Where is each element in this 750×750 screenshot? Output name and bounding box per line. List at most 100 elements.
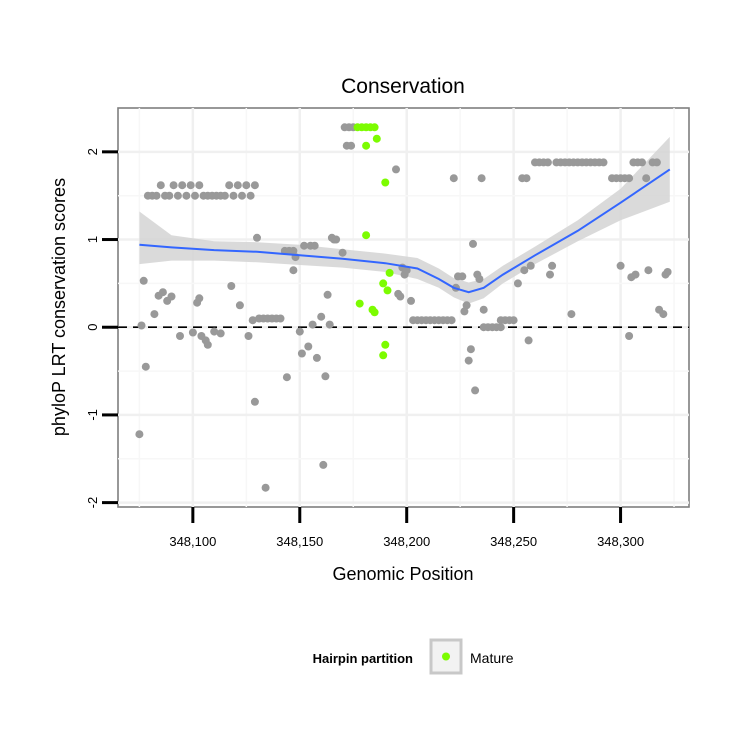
other-point (139, 276, 148, 285)
other-point (150, 310, 159, 319)
smooth-line (139, 168, 671, 294)
other-point (317, 312, 326, 321)
other-point (216, 329, 225, 338)
mature-point (379, 279, 388, 288)
other-point (323, 290, 332, 299)
other-point (152, 191, 161, 200)
x-tick-label: 348,100 (169, 534, 216, 549)
other-point (546, 270, 554, 279)
mature-point (362, 231, 371, 240)
other-point (242, 181, 251, 190)
other-point (458, 272, 467, 281)
other-point (460, 307, 469, 316)
other-point (321, 372, 330, 381)
other-point (332, 235, 341, 244)
other-point (178, 181, 187, 190)
other-point (248, 316, 257, 325)
mature-point (355, 299, 364, 308)
mature-point (383, 286, 392, 295)
other-point (347, 141, 356, 150)
other-point (229, 191, 238, 200)
other-point (137, 321, 146, 330)
other-point (235, 301, 244, 310)
mature-point (379, 351, 388, 360)
other-point (238, 191, 246, 200)
y-tick-label: 1 (85, 236, 100, 243)
other-point (195, 181, 204, 190)
mature-point (372, 134, 381, 143)
other-point (169, 181, 178, 190)
other-point (244, 332, 253, 340)
other-point (261, 483, 270, 492)
y-tick-label: 0 (85, 324, 100, 331)
legend-title: Hairpin partition (313, 651, 413, 666)
other-point (396, 292, 405, 301)
other-point (300, 241, 309, 250)
other-point (642, 174, 651, 183)
mature-point (370, 123, 379, 132)
other-point (210, 327, 219, 336)
other-point (227, 282, 236, 290)
other-point (496, 323, 505, 332)
other-point (464, 356, 473, 365)
other-point (276, 314, 285, 323)
other-point (325, 320, 334, 329)
other-point (203, 340, 212, 349)
other-point (220, 191, 229, 200)
other-point (250, 397, 259, 406)
other-point (289, 246, 298, 255)
confidence-band-layer (139, 136, 670, 304)
confidence-band (139, 136, 670, 304)
other-point (471, 386, 480, 395)
other-point (304, 342, 313, 351)
other-point (158, 288, 167, 297)
x-tick-label: 348,150 (276, 534, 323, 549)
other-point (659, 310, 668, 319)
other-point (449, 174, 458, 183)
other-point (479, 305, 488, 314)
other-point (253, 233, 261, 242)
other-point (543, 158, 552, 167)
other-point (295, 327, 304, 336)
other-point (165, 191, 174, 200)
other-point (188, 328, 197, 337)
other-point (308, 320, 317, 329)
other-point (233, 181, 242, 190)
other-point (599, 158, 608, 167)
y-tick-label: -1 (85, 409, 100, 421)
mature-point (381, 178, 390, 187)
other-point (338, 248, 347, 257)
other-point (513, 279, 522, 288)
other-point (462, 301, 471, 310)
y-tick-label: 2 (85, 148, 100, 155)
other-point (195, 294, 204, 303)
points-layer (135, 123, 672, 492)
other-point (625, 332, 634, 340)
plot-panel (117, 107, 690, 508)
chart-title: Conservation (341, 75, 465, 98)
mature-point (381, 340, 390, 349)
other-point (225, 181, 234, 190)
other-point (644, 266, 653, 275)
other-point (310, 241, 319, 250)
other-point (509, 316, 518, 325)
other-point (282, 373, 291, 382)
other-point (402, 266, 411, 275)
other-point (141, 362, 150, 371)
other-point (319, 460, 328, 469)
other-point (625, 174, 634, 183)
x-tick-label: 348,250 (490, 534, 537, 549)
other-point (638, 158, 646, 167)
other-point (469, 239, 477, 248)
other-point (526, 261, 535, 270)
x-axis-label: Genomic Position (332, 564, 473, 584)
other-point (567, 310, 576, 319)
other-point (289, 266, 298, 275)
legend-mature-symbol (442, 652, 450, 661)
other-point (652, 158, 661, 167)
other-point (182, 191, 191, 200)
other-point (156, 181, 165, 190)
other-point (548, 261, 557, 270)
other-point (631, 270, 640, 279)
